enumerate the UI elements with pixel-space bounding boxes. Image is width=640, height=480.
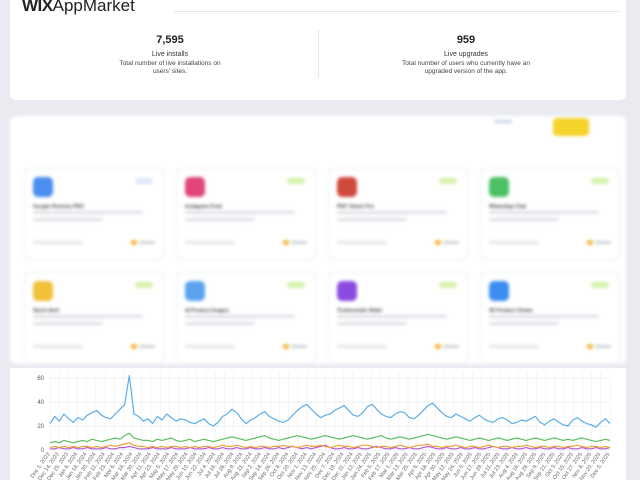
app-card[interactable]: WhatsApp Chat [480, 168, 620, 260]
live-installs-description: Total number of live installations on us… [119, 60, 221, 75]
live-upgrades-label: Live upgrades [444, 51, 488, 58]
app-badge [591, 178, 609, 184]
app-name: WhatsApp Chat [489, 204, 527, 210]
app-badge [135, 282, 153, 288]
app-description-line [185, 211, 295, 214]
app-description-line [489, 218, 559, 221]
app-footer-text [489, 241, 539, 244]
app-card[interactable]: AI Product Images [176, 272, 316, 364]
series-line [49, 432, 611, 444]
app-name: Instagram Feed [185, 204, 222, 210]
app-icon [33, 177, 53, 197]
app-name: AI Product Images [185, 308, 229, 314]
app-card[interactable]: Testimonials Slider [328, 272, 468, 364]
section-small-link[interactable] [494, 120, 512, 123]
app-description-line [337, 218, 407, 221]
star-icon [587, 344, 593, 349]
live-upgrades-stat: 959 Live upgrades Total number of users … [318, 34, 614, 76]
star-icon [587, 240, 593, 245]
y-tick-label: 0 [41, 448, 45, 454]
logo-text: AppMarket [52, 0, 135, 15]
promoted-apps-section: Google Reviews PRO Instagram Feed PDF View… [10, 116, 626, 364]
app-badge [287, 282, 305, 288]
series-line [49, 374, 611, 428]
app-card[interactable]: Google Reviews PRO [24, 168, 164, 260]
y-tick-label: 20 [37, 424, 44, 430]
app-icon [489, 281, 509, 301]
app-icon [33, 281, 53, 301]
app-icon [337, 177, 357, 197]
app-name: Testimonials Slider [337, 308, 383, 314]
app-icon [489, 177, 509, 197]
app-description-line [337, 315, 447, 318]
app-description-line [33, 322, 103, 325]
app-description-line [337, 322, 407, 325]
wix-appmarket-logo[interactable]: WIXAppMarket [22, 0, 619, 15]
app-name: Google Reviews PRO [33, 204, 84, 210]
stats-divider [318, 30, 319, 78]
app-badge [439, 178, 457, 184]
star-icon [283, 240, 289, 245]
upgrade-button[interactable] [553, 118, 589, 136]
app-name: PDF Viewer Pro [337, 204, 375, 210]
app-icon [337, 281, 357, 301]
app-description-line [489, 322, 559, 325]
star-icon [131, 240, 137, 245]
app-rating [443, 345, 459, 348]
app-card[interactable]: Instagram Feed [176, 168, 316, 260]
app-footer-text [185, 345, 235, 348]
app-description-line [337, 211, 447, 214]
live-installs-value: 7,595 [156, 34, 184, 46]
star-icon [435, 344, 441, 349]
app-footer-text [337, 345, 387, 348]
logo-mark: WIX [22, 0, 53, 15]
app-card[interactable]: 3D Product Viewer [480, 272, 620, 364]
app-card[interactable]: Stock Alert [24, 272, 164, 364]
app-description-line [33, 211, 143, 214]
app-badge [439, 282, 457, 288]
star-icon [435, 240, 441, 245]
app-icon [185, 281, 205, 301]
app-footer-text [337, 241, 387, 244]
live-installs-label: Live installs [151, 51, 189, 58]
app-card[interactable]: PDF Viewer Pro [328, 168, 468, 260]
app-description-line [489, 315, 599, 318]
app-footer-text [185, 241, 235, 244]
header-divider [174, 11, 619, 12]
app-description-line [185, 322, 255, 325]
series-line [49, 442, 611, 449]
y-tick-label: 40 [37, 400, 44, 406]
app-name: Stock Alert [33, 308, 60, 314]
live-upgrades-value: 959 [456, 34, 476, 46]
installs-chart-card: 0 20 40 60 Dec 1, 2023 Dec 14, 2023 Dec 25, 20… [10, 368, 626, 480]
app-rating [139, 345, 155, 348]
app-rating [595, 241, 611, 244]
app-description-line [185, 315, 295, 318]
app-footer-text [33, 345, 83, 348]
app-footer-text [33, 241, 83, 244]
app-badge [135, 178, 153, 184]
app-footer-text [489, 345, 539, 348]
y-tick-label: 60 [37, 376, 44, 382]
star-icon [131, 344, 137, 349]
app-description-line [489, 211, 599, 214]
app-rating [291, 345, 307, 348]
app-description-line [33, 315, 143, 318]
live-installs-stat: 7,595 Live installs Total number of live… [22, 34, 318, 76]
app-description-line [33, 218, 103, 221]
app-rating [291, 241, 307, 244]
app-rating [139, 241, 155, 244]
app-description-line [185, 218, 255, 221]
app-badge [287, 178, 305, 184]
app-badge [591, 282, 609, 288]
app-name: 3D Product Viewer [489, 308, 534, 314]
app-rating [595, 345, 611, 348]
star-icon [283, 344, 289, 349]
app-icon [185, 177, 205, 197]
app-rating [443, 241, 459, 244]
live-upgrades-description: Total number of users who currently have… [402, 60, 530, 75]
